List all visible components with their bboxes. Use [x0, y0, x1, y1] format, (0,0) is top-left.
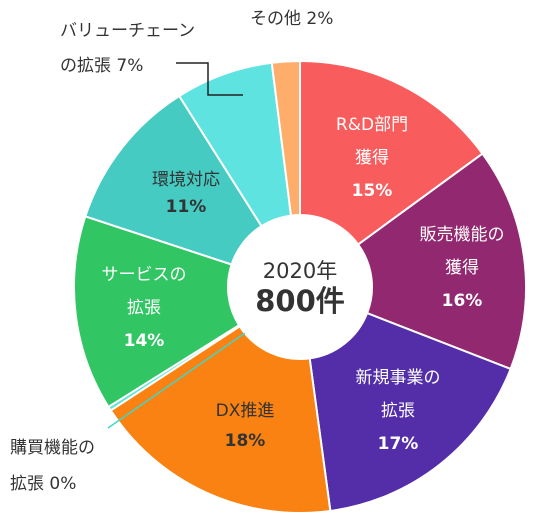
- slice-label-line: 新規事業の: [356, 368, 441, 388]
- slice-label-line: 拡張 0%: [10, 474, 76, 494]
- slice-label-line: バリューチェーン: [60, 21, 195, 41]
- slice-label-line: R&D部門: [336, 115, 408, 135]
- slice-label-line: その他 2%: [250, 9, 333, 29]
- slice-percent: 15%: [352, 181, 393, 201]
- slice-percent: 18%: [225, 431, 266, 451]
- slice-labels-group: R&D部門獲得 15%販売機能の獲得 16%新規事業の拡張 17%DX推進 18%購買機…: [10, 9, 505, 494]
- donut-hole: [228, 215, 372, 359]
- slice-sales: [356, 152, 527, 371]
- slice-label-other: その他 2%: [250, 9, 333, 29]
- slice-label-line: 拡張: [381, 401, 415, 421]
- slice-label-value-chain: バリューチェーンの拡張 7%: [60, 21, 195, 76]
- slice-label-line: 拡張: [127, 298, 161, 318]
- slice-label-line: 購買機能の: [10, 438, 95, 458]
- leader-line-value-chain: [176, 62, 243, 96]
- slice-label-rnd: R&D部門獲得 15%: [336, 115, 408, 201]
- slice-percent: 17%: [378, 434, 419, 454]
- center-year-label: 2020年: [263, 259, 337, 283]
- slice-label-line: DX推進: [216, 401, 275, 421]
- slice-percent: 16%: [442, 291, 483, 311]
- slice-label-new-biz: 新規事業の拡張 17%: [356, 368, 441, 454]
- slices-group: [73, 59, 527, 514]
- slice-label-purchasing: 購買機能の拡張 0%: [10, 438, 95, 494]
- slice-label-service: サービスの拡張 14%: [102, 265, 187, 351]
- leader-lines-group: [107, 62, 246, 429]
- slice-label-line: の拡張 7%: [60, 56, 143, 76]
- slice-label-line: 販売機能の: [420, 225, 505, 245]
- slice-label-environment: 環境対応 11%: [152, 170, 220, 217]
- slice-label-line: サービスの: [102, 265, 187, 285]
- slice-label-line: 獲得: [445, 258, 479, 278]
- leader-line-purchasing: [107, 332, 246, 429]
- slice-percent: 14%: [124, 331, 165, 351]
- center-total-label: 800件: [255, 284, 345, 318]
- slice-percent: 11%: [166, 197, 207, 217]
- slice-label-sales: 販売機能の獲得 16%: [420, 225, 505, 311]
- slice-label-line: 環境対応: [152, 170, 220, 190]
- slice-label-line: 獲得: [355, 148, 389, 168]
- slice-label-dx: DX推進 18%: [216, 401, 275, 451]
